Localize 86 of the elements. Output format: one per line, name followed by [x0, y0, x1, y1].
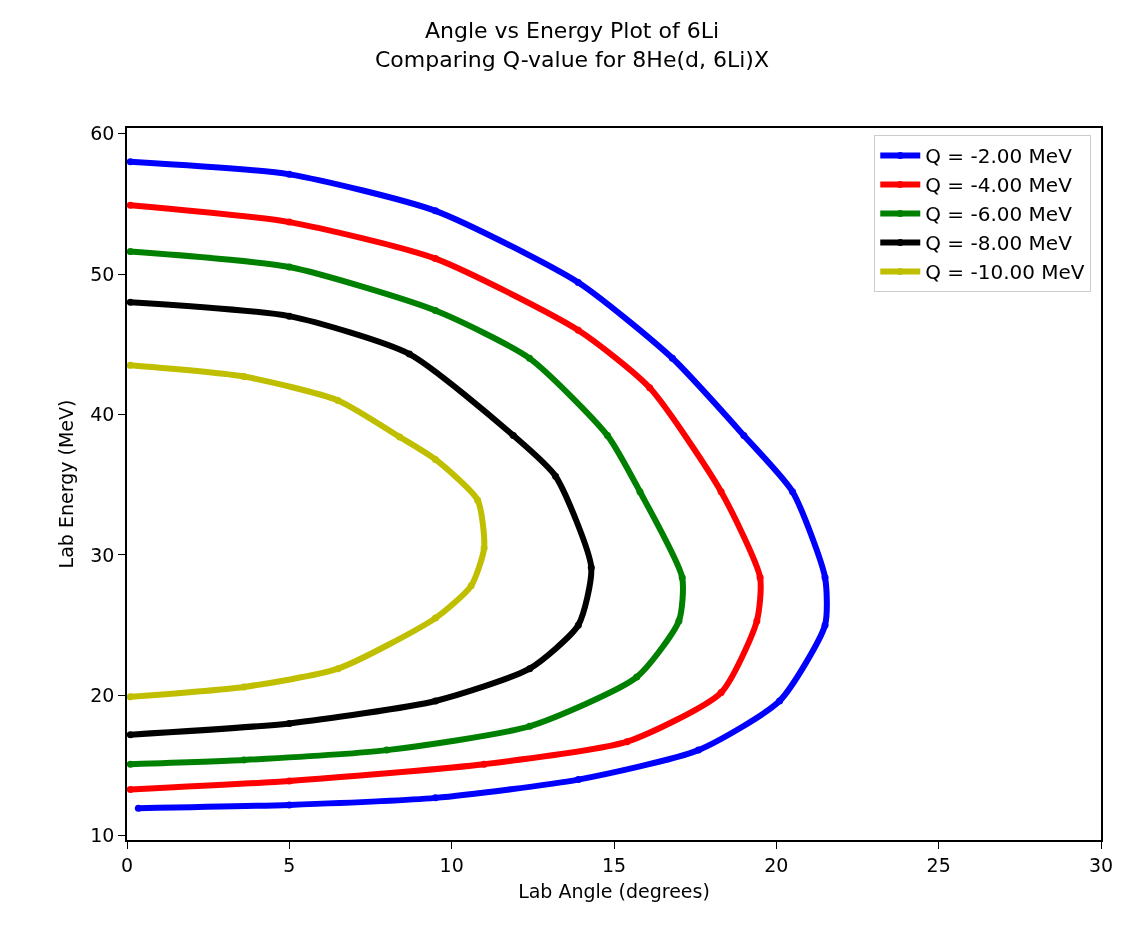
point: [740, 432, 748, 440]
point: [127, 361, 134, 369]
legend-label: Q = -10.00 MeV: [925, 260, 1085, 285]
point: [587, 564, 595, 572]
point: [405, 350, 413, 358]
point: [526, 665, 534, 673]
point: [604, 432, 612, 440]
point: [240, 756, 248, 764]
point: [646, 384, 654, 392]
point: [694, 746, 702, 754]
legend-label: Q = -4.00 MeV: [925, 173, 1073, 198]
point: [789, 488, 797, 496]
point: [127, 693, 134, 701]
point: [396, 433, 404, 441]
chart-subtitle: Comparing Q-value for 8He(d, 6Li)X: [375, 46, 769, 72]
chart-title: Angle vs Energy Plot of 6Li: [424, 17, 720, 43]
y-tick-label: 60: [90, 122, 115, 145]
point: [526, 354, 534, 362]
x-tick-label: 15: [601, 853, 627, 876]
point: [474, 496, 482, 504]
y-axis-title: Lab Energy (MeV): [54, 399, 77, 569]
point: [509, 432, 517, 440]
legend-label: Q = -6.00 MeV: [925, 202, 1073, 227]
point: [134, 804, 142, 812]
x-tick-label: 30: [1088, 853, 1114, 876]
point: [431, 255, 439, 263]
point: [623, 738, 631, 746]
point: [334, 396, 342, 404]
x-axis-title: Lab Angle (degrees): [518, 879, 710, 902]
point: [127, 248, 134, 256]
point: [467, 582, 475, 590]
point: [668, 354, 676, 362]
point: [431, 207, 439, 215]
point: [431, 307, 439, 315]
point: [574, 621, 582, 629]
point: [431, 614, 439, 622]
point: [717, 689, 725, 697]
point: [678, 573, 686, 581]
point: [480, 544, 488, 552]
point: [753, 617, 761, 625]
point: [285, 801, 293, 809]
point: [240, 373, 248, 381]
point: [127, 201, 134, 209]
y-tick-label: 10: [90, 824, 115, 847]
point: [821, 573, 829, 581]
x-tick-label: 20: [764, 853, 789, 876]
point: [285, 719, 293, 727]
x-tick-label: 0: [120, 853, 134, 876]
x-tick-label: 25: [926, 853, 951, 876]
point: [334, 665, 342, 673]
y-tick-label: 50: [90, 262, 115, 285]
point: [383, 746, 391, 754]
point: [285, 218, 293, 226]
point: [675, 617, 683, 625]
point: [285, 170, 293, 178]
point: [285, 263, 293, 271]
point: [636, 488, 644, 496]
point: [285, 777, 293, 785]
point: [431, 794, 439, 802]
point: [756, 573, 764, 581]
point: [776, 697, 784, 705]
point: [127, 760, 134, 768]
point: [431, 455, 439, 463]
point: [574, 278, 582, 286]
point: [127, 158, 134, 166]
point: [574, 776, 582, 784]
point: [127, 731, 134, 739]
point: [240, 683, 248, 691]
legend-label: Q = -2.00 MeV: [925, 144, 1073, 169]
point: [285, 312, 293, 320]
y-tick-label: 20: [90, 684, 115, 706]
point: [480, 760, 488, 768]
point: [431, 697, 439, 705]
point: [552, 472, 560, 480]
y-tick-label: 30: [90, 543, 115, 566]
x-tick-label: 5: [283, 853, 296, 876]
point: [127, 298, 134, 306]
point: [574, 326, 582, 334]
point: [633, 673, 641, 681]
point: [821, 621, 829, 629]
legend-label: Q = -8.00 MeV: [925, 231, 1073, 256]
y-tick-label: 40: [90, 403, 115, 426]
point: [127, 785, 134, 793]
point: [526, 722, 534, 730]
point: [717, 488, 725, 496]
x-tick-label: 10: [439, 853, 464, 876]
